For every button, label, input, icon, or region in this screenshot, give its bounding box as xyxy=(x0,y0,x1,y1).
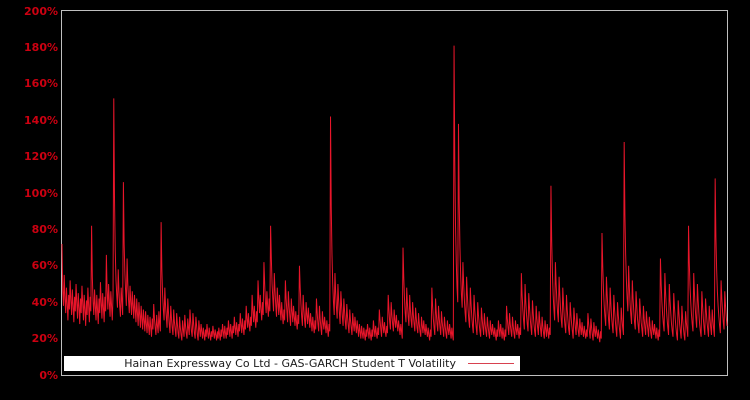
y-axis-tick-label: 120% xyxy=(24,150,58,164)
plot-area-border xyxy=(61,10,728,376)
legend-line-sample xyxy=(468,363,514,364)
legend: Hainan Expressway Co Ltd - GAS-GARCH Stu… xyxy=(64,356,520,371)
y-axis-tick-label: 80% xyxy=(31,222,58,236)
y-axis-tick-label: 180% xyxy=(24,40,58,54)
y-axis-tick-labels: 0% 20% 40% 60% 80% 100% 120% 140% 160% 180% 200% xyxy=(0,0,58,400)
y-axis-tick-label: 200% xyxy=(24,4,58,18)
y-axis-tick-label: 0% xyxy=(39,368,58,382)
y-axis-tick-label: 60% xyxy=(31,259,58,273)
y-axis-tick-label: 160% xyxy=(24,77,58,91)
y-axis-tick-label: 40% xyxy=(31,295,58,309)
volatility-line xyxy=(61,45,728,343)
y-axis-tick-label: 140% xyxy=(24,113,58,127)
y-axis-tick-label: 20% xyxy=(31,332,58,346)
legend-label: Hainan Expressway Co Ltd - GAS-GARCH Stu… xyxy=(124,357,456,370)
y-axis-tick-label: 100% xyxy=(24,186,58,200)
series-layer xyxy=(61,45,728,343)
